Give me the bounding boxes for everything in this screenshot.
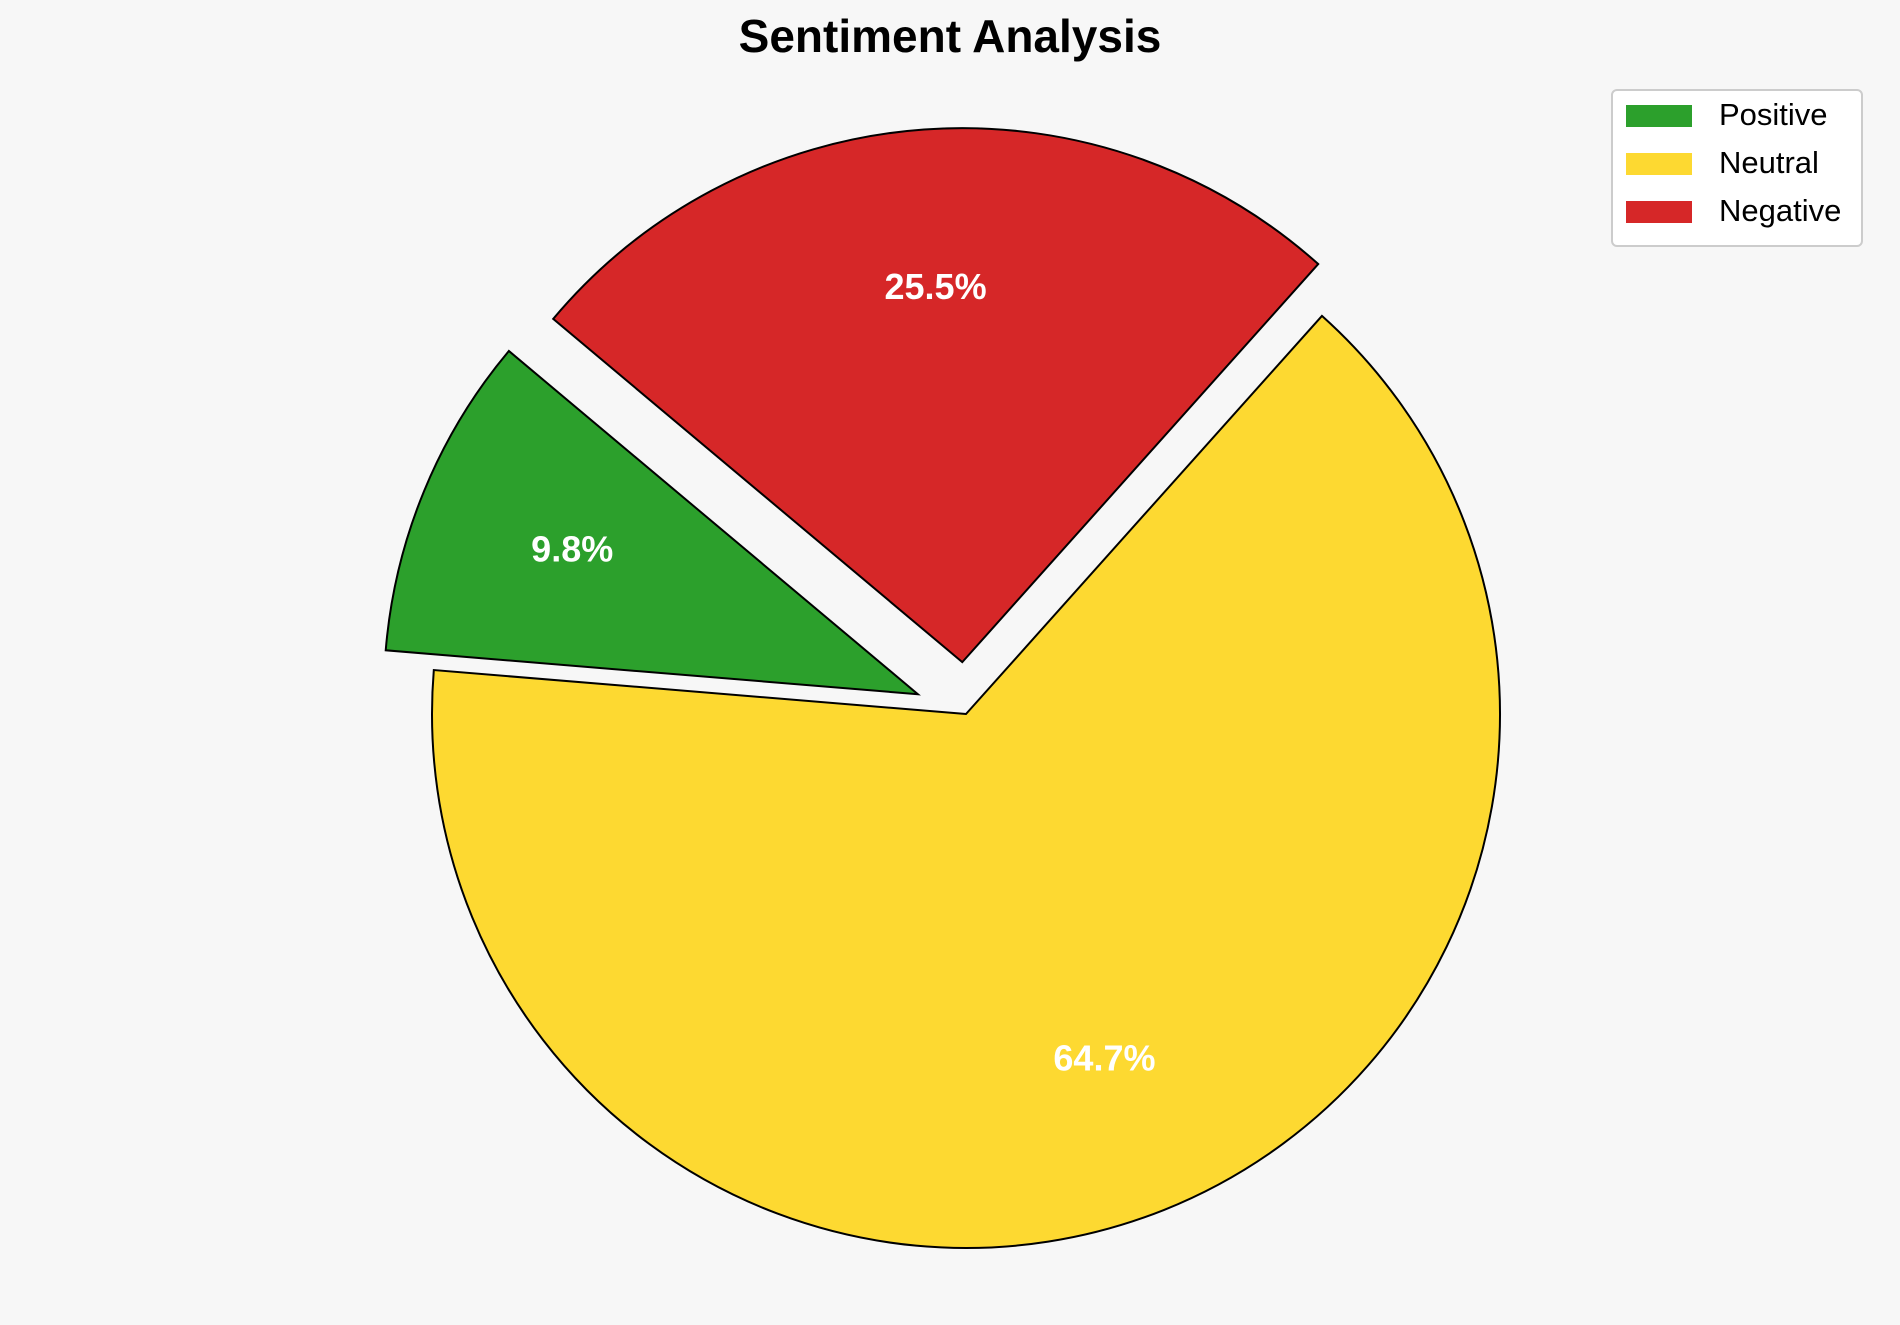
slice-label: 9.8% <box>531 529 613 570</box>
legend-label: Neutral <box>1719 145 1819 180</box>
pie-slice <box>551 127 1320 664</box>
legend-swatch <box>1626 201 1692 223</box>
legend: Positive Neutral Negative <box>1611 89 1863 247</box>
legend-label: Negative <box>1719 193 1841 228</box>
pie-slice <box>384 349 921 696</box>
chart-title: Sentiment Analysis <box>739 10 1162 62</box>
slice-label: 64.7% <box>1053 1038 1155 1079</box>
pie-slice <box>431 314 1501 1249</box>
legend-swatch <box>1626 153 1692 175</box>
slice-label: 25.5% <box>885 266 987 307</box>
legend-label: Positive <box>1719 97 1828 132</box>
pie: 9.8% 64.7% 25.5% <box>384 127 1501 1249</box>
legend-swatch <box>1626 105 1692 127</box>
